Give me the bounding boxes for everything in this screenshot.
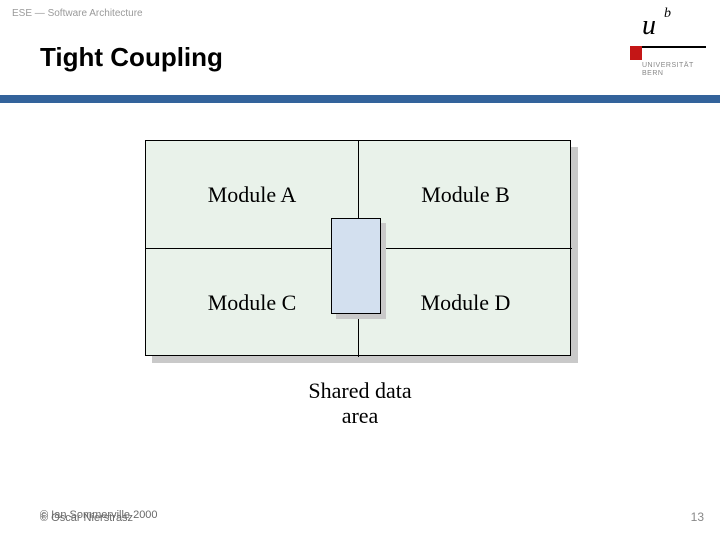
page-number: 13	[691, 510, 704, 524]
module-a: Module A	[146, 141, 359, 249]
university-logo: u b UNIVERSITÄT BERN	[630, 0, 720, 95]
caption-line2: area	[342, 403, 379, 428]
logo-red-square	[630, 46, 642, 60]
module-d: Module D	[359, 249, 572, 357]
module-c: Module C	[146, 249, 359, 357]
modules-container: Module A Module B Module C Module D	[145, 140, 575, 360]
diagram-caption: Shared data area	[145, 378, 575, 429]
logo-uni-line1: UNIVERSITÄT	[642, 62, 694, 69]
accent-bar	[0, 95, 720, 103]
slide: ESE — Software Architecture Tight Coupli…	[0, 0, 720, 540]
logo-letter-u: u	[642, 10, 656, 42]
shared-data-box	[331, 218, 381, 314]
logo-university-text: UNIVERSITÄT BERN	[642, 62, 694, 79]
logo-uni-line2: BERN	[642, 70, 663, 77]
page-title: Tight Coupling	[40, 42, 223, 73]
logo-letter-b: b	[664, 6, 671, 22]
shared-data-box-wrap	[331, 218, 389, 318]
caption-line1: Shared data	[308, 378, 411, 403]
coupling-diagram: Module A Module B Module C Module D Shar…	[145, 140, 575, 429]
module-b: Module B	[359, 141, 572, 249]
breadcrumb: ESE — Software Architecture	[12, 8, 143, 19]
copyright: © Ian Sommerville 2000 © Oscar Nierstras…	[40, 509, 158, 524]
